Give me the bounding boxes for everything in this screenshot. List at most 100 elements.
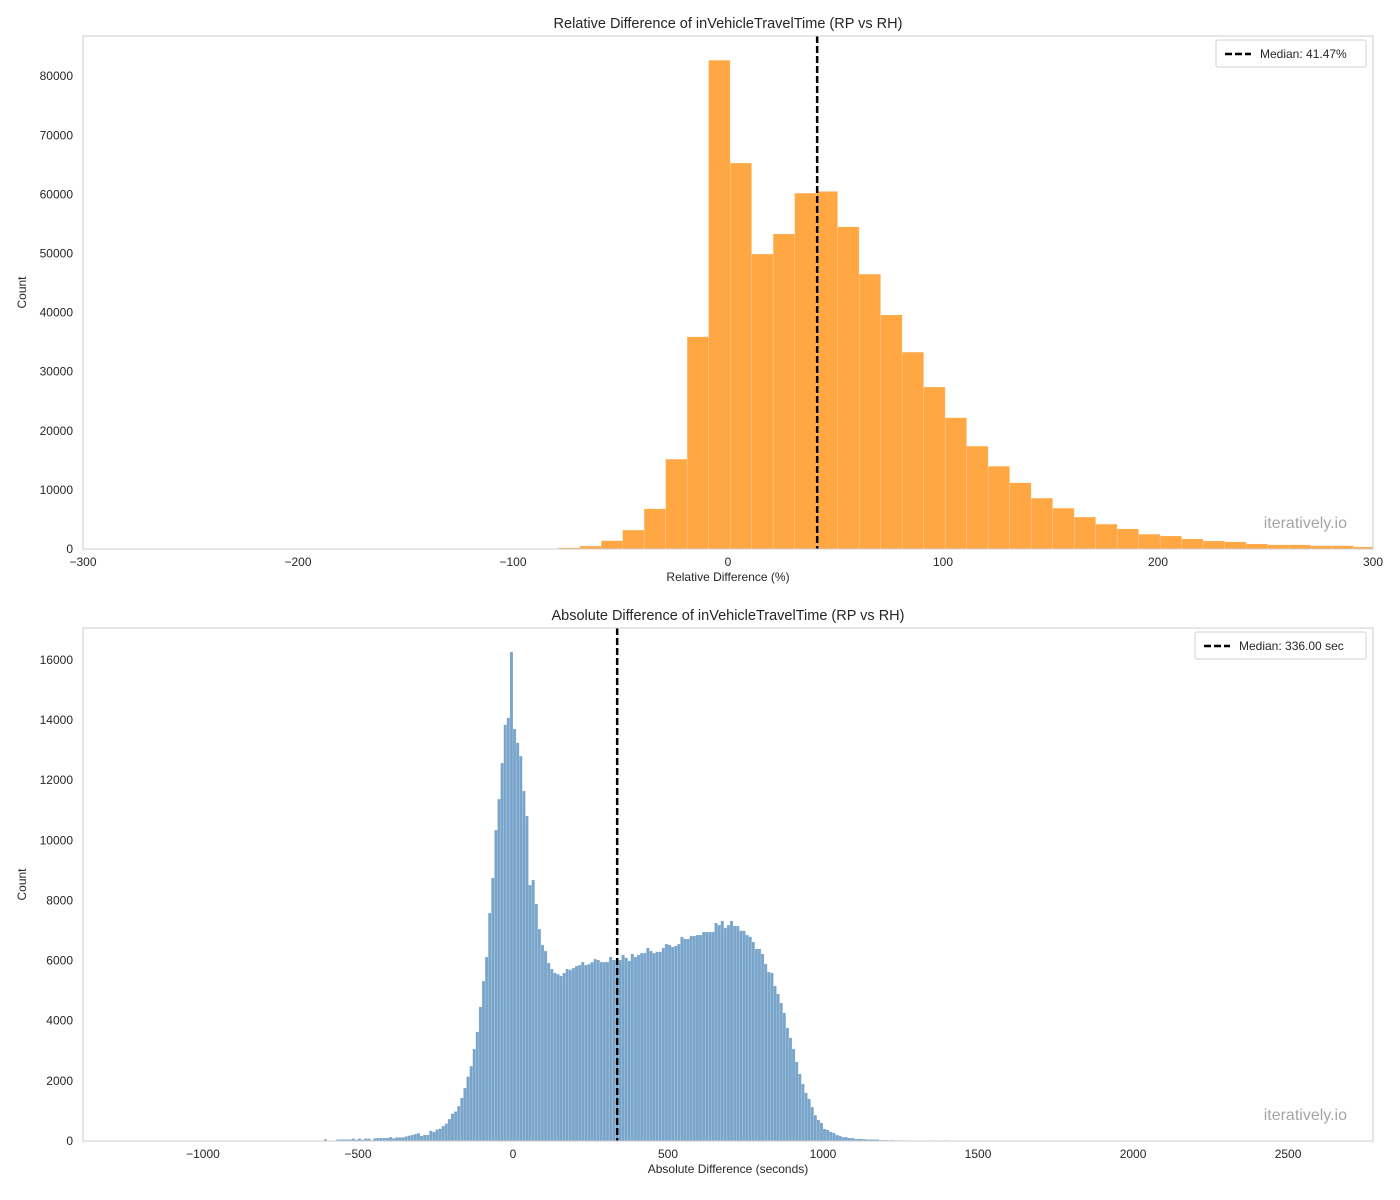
histogram-bar <box>801 1083 805 1141</box>
histogram-bar <box>797 1073 802 1141</box>
histogram-bar <box>832 1132 836 1141</box>
histogram-bar <box>565 968 570 1141</box>
chart-title: Relative Difference of inVehicleTravelTi… <box>554 16 903 32</box>
histogram-bar <box>469 1065 473 1141</box>
histogram-bar <box>714 922 718 1141</box>
legend-box <box>1215 39 1367 68</box>
x-tick-label: 200 <box>1148 555 1168 569</box>
histogram-bar <box>394 1137 399 1141</box>
histogram-bar <box>689 935 694 1141</box>
histogram-bar <box>772 233 795 549</box>
histogram-bar <box>816 1119 821 1141</box>
x-axis-label: Absolute Difference (seconds) <box>648 1162 809 1176</box>
histogram-bar <box>655 951 659 1141</box>
histogram-bar <box>643 508 666 549</box>
histogram-bar <box>481 980 486 1141</box>
histogram-bar <box>593 958 597 1141</box>
x-tick-label: 2500 <box>1275 1147 1302 1161</box>
histogram-bar <box>447 1118 452 1141</box>
histogram-bar <box>742 930 746 1141</box>
x-tick-label: −300 <box>69 555 96 569</box>
histogram-bar <box>1009 482 1032 549</box>
histogram-bar <box>708 931 712 1141</box>
histogram-bar <box>828 1131 833 1141</box>
histogram-bar <box>503 724 508 1141</box>
y-tick-label: 0 <box>66 542 73 556</box>
y-tick-label: 50000 <box>40 246 74 260</box>
histogram-bar <box>680 936 684 1141</box>
histogram-bar <box>658 951 663 1141</box>
histogram-bar <box>401 1137 405 1141</box>
histogram-bar <box>627 960 632 1141</box>
x-tick-label: −1000 <box>186 1147 220 1161</box>
histogram-bar <box>525 815 529 1141</box>
histogram-bar <box>704 931 709 1141</box>
histogram-bar <box>751 253 774 549</box>
histogram-bar <box>667 944 672 1141</box>
chart-1: −300 −200 −100 0 100 200 300 0 10000 20000 30000 40… <box>15 16 1383 584</box>
x-tick-label: 0 <box>725 555 732 569</box>
histogram-bar <box>618 959 622 1141</box>
histogram-bar <box>782 1012 787 1141</box>
histogram-bar <box>435 1129 439 1141</box>
y-tick-label: 20000 <box>40 424 74 438</box>
x-tick-label: −100 <box>499 555 526 569</box>
histogram-bar <box>528 884 532 1141</box>
histogram-bar <box>822 1128 827 1141</box>
histogram-bar <box>444 1123 449 1141</box>
histogram-bar <box>966 445 989 549</box>
histogram-bar <box>1138 533 1161 549</box>
histogram-bar <box>819 1122 824 1141</box>
y-tick-label: 8000 <box>46 893 73 907</box>
histogram-bar <box>773 985 777 1141</box>
histogram-bar <box>804 1092 808 1141</box>
histogram-bar <box>813 1114 818 1141</box>
histogram-bar <box>549 968 554 1141</box>
histogram-bar <box>441 1125 446 1141</box>
histogram-bar <box>1052 507 1075 549</box>
x-tick-label: 500 <box>658 1147 678 1161</box>
histogram-bar <box>522 790 526 1141</box>
histogram-bar <box>621 954 625 1141</box>
x-axis-label: Relative Difference (%) <box>666 570 789 584</box>
y-tick-label: 12000 <box>40 773 74 787</box>
histogram-bar <box>398 1137 402 1141</box>
histogram-bar <box>404 1136 408 1141</box>
histogram-bar <box>410 1134 415 1141</box>
histogram-bar <box>785 1027 790 1141</box>
histogram-bar <box>708 59 731 549</box>
histogram-bar <box>497 798 501 1141</box>
histogram-bar <box>611 959 616 1141</box>
histogram-bar <box>605 961 610 1141</box>
histogram-bar <box>748 936 752 1141</box>
histogram-bar <box>475 1031 480 1141</box>
histogram-bar <box>407 1135 411 1141</box>
y-tick-label: 10000 <box>40 483 74 497</box>
chart-2: −1000 −500 0 500 1000 1500 2000 2500 0 2000 4000 60… <box>15 608 1374 1176</box>
y-axis-label: Count <box>15 276 29 309</box>
y-tick-label: 16000 <box>40 653 74 667</box>
histogram-bar <box>649 950 653 1141</box>
y-tick-label: 0 <box>66 1134 73 1148</box>
x-tick-label: 1500 <box>965 1147 992 1161</box>
histogram-bar <box>810 1106 814 1141</box>
histogram-bar <box>543 950 548 1141</box>
histogram-bar <box>729 920 734 1141</box>
y-tick-label: 40000 <box>40 306 74 320</box>
histogram-bar <box>766 971 771 1141</box>
histogram-bar <box>1288 544 1311 549</box>
histogram-bar <box>677 943 681 1141</box>
legend-box <box>1194 631 1367 660</box>
histogram-bar <box>622 529 645 549</box>
histogram-bar <box>540 944 545 1141</box>
histogram-bar <box>416 1132 421 1141</box>
histogram-bar <box>776 993 780 1141</box>
histogram-bar <box>695 934 700 1141</box>
histogram-bar <box>388 1136 393 1141</box>
histogram-bar <box>770 972 774 1141</box>
histogram-bar <box>425 1134 430 1141</box>
histogram-bar <box>422 1134 427 1141</box>
histogram-bar <box>987 466 1010 549</box>
histogram-bar <box>571 967 576 1141</box>
